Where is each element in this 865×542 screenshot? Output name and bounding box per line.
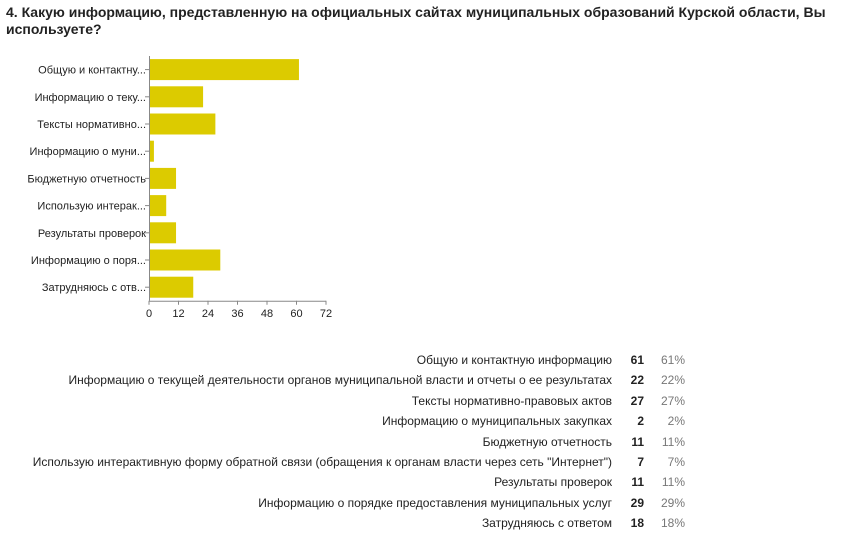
table-row-label: Бюджетную отчетность bbox=[482, 434, 612, 449]
table-row-count: 22 bbox=[630, 373, 644, 388]
bar bbox=[149, 59, 299, 81]
category-label: Затрудняюсь с отв... bbox=[42, 282, 146, 294]
table-row: Общую и контактную информацию 61 61% bbox=[0, 350, 700, 370]
table-row-percent: 18% bbox=[660, 516, 685, 531]
bar bbox=[149, 140, 154, 162]
category-label: Информацию о поря... bbox=[31, 255, 146, 267]
table-row: Информацию о муниципальных закупках 2 2% bbox=[0, 411, 700, 431]
x-tick-label: 12 bbox=[172, 308, 184, 320]
question-title: 4. Какую информацию, представленную на о… bbox=[6, 4, 826, 37]
category-label: Результаты проверок bbox=[38, 228, 146, 240]
category-label: Использую интерак... bbox=[37, 201, 146, 213]
table-row: Бюджетную отчетность 11 11% bbox=[0, 432, 700, 452]
x-tick-label: 24 bbox=[202, 308, 214, 320]
x-tick-label: 48 bbox=[261, 308, 273, 320]
table-row: Тексты нормативно-правовых актов 27 27% bbox=[0, 391, 700, 411]
table-row-count: 18 bbox=[630, 516, 644, 531]
table-row: Затрудняюсь с ответом 18 18% bbox=[0, 513, 700, 533]
table-row-label: Тексты нормативно-правовых актов bbox=[411, 393, 612, 408]
x-tick-label: 0 bbox=[146, 308, 152, 320]
table-row-count: 61 bbox=[630, 353, 644, 367]
table-row-label: Информацию о текущей деятельности органо… bbox=[68, 373, 612, 388]
table-row-label: Информацию о порядке предоставления муни… bbox=[258, 495, 612, 510]
bar bbox=[149, 222, 177, 244]
table-row-percent: 22% bbox=[660, 373, 685, 388]
table-row-count: 27 bbox=[630, 393, 644, 408]
table-row-count: 29 bbox=[630, 495, 644, 510]
category-label: Бюджетную отчетность bbox=[27, 173, 146, 185]
table-row-count: 11 bbox=[631, 434, 644, 449]
table-row-percent: 61% bbox=[660, 353, 685, 367]
bar bbox=[149, 276, 194, 298]
table-row-percent: 2% bbox=[667, 414, 685, 429]
table-row-count: 7 bbox=[637, 454, 644, 469]
table-row-percent: 27% bbox=[660, 393, 685, 408]
table-row-label: Информацию о муниципальных закупках bbox=[382, 414, 612, 429]
x-tick-label: 72 bbox=[320, 308, 332, 320]
category-label: Информацию о муни... bbox=[30, 146, 146, 158]
bar bbox=[149, 249, 221, 271]
table-row: Использую интерактивную форму обратной с… bbox=[0, 452, 700, 472]
table-row-count: 11 bbox=[631, 475, 644, 490]
table-row-label: Общую и контактную информацию bbox=[416, 353, 612, 367]
bar bbox=[149, 195, 167, 217]
results-table: Общую и контактную информацию 61 61% Информ… bbox=[0, 350, 700, 534]
category-label: Общую и контактну... bbox=[38, 65, 146, 77]
x-tick-label: 60 bbox=[290, 308, 302, 320]
table-row-percent: 11% bbox=[661, 475, 685, 490]
table-row-percent: 11% bbox=[661, 434, 685, 449]
bar bbox=[149, 86, 204, 108]
table-row: Информацию о порядке предоставления муни… bbox=[0, 493, 700, 513]
table-row: Информацию о текущей деятельности органо… bbox=[0, 370, 700, 390]
bar bbox=[149, 113, 216, 135]
bar bbox=[149, 167, 177, 189]
table-row-label: Использую интерактивную форму обратной с… bbox=[32, 454, 612, 469]
category-label: Информацию о теку... bbox=[35, 92, 146, 104]
table-row-count: 2 bbox=[637, 414, 644, 429]
x-tick-label: 36 bbox=[231, 308, 243, 320]
table-row: Результаты проверок 11 11% bbox=[0, 472, 700, 492]
table-row-label: Затрудняюсь с ответом bbox=[481, 516, 612, 531]
table-row-percent: 29% bbox=[660, 495, 685, 510]
table-row-label: Результаты проверок bbox=[494, 475, 612, 490]
category-label: Тексты нормативно... bbox=[37, 119, 146, 131]
table-row-percent: 7% bbox=[667, 454, 685, 469]
bar-chart: Общую и контактну... Информацию о теку...… bbox=[27, 56, 332, 320]
